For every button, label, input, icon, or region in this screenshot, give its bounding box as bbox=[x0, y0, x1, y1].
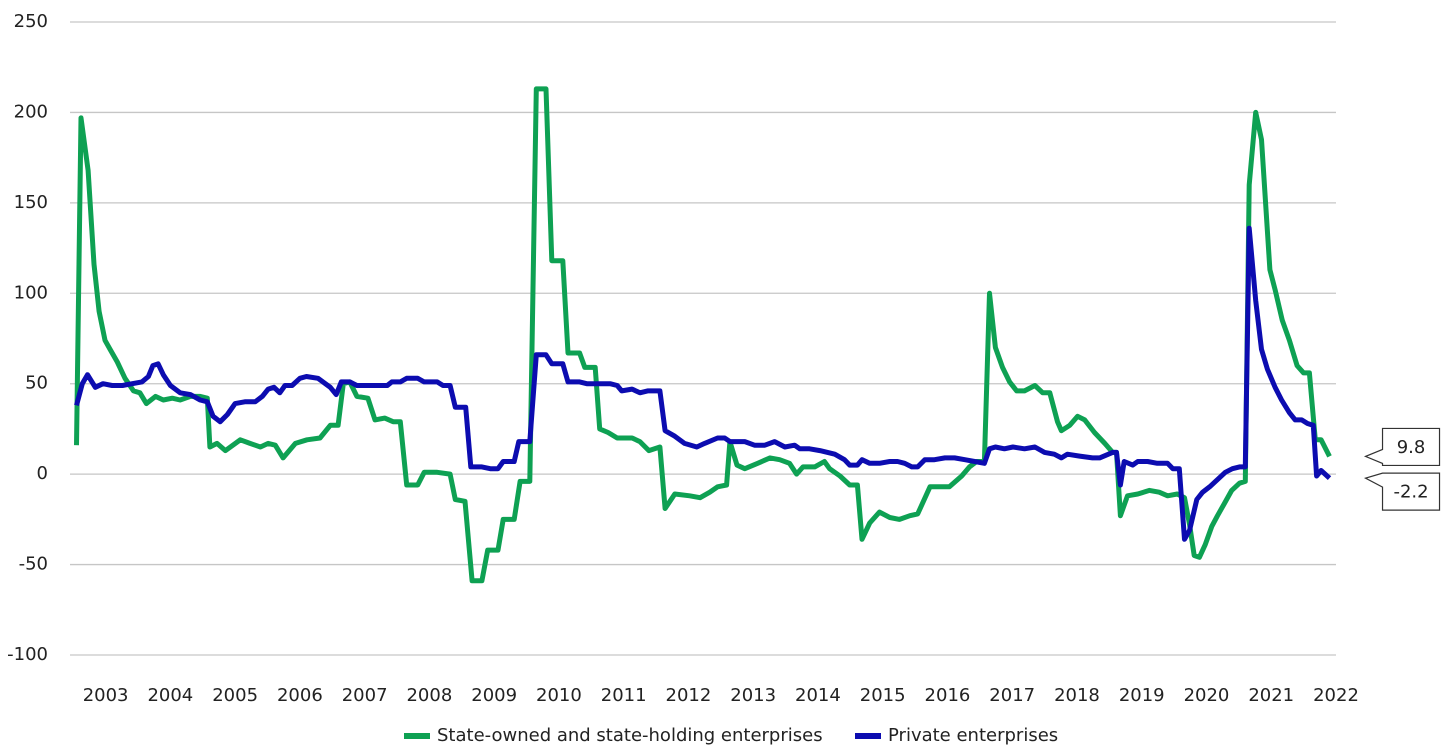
x-tick-label: 2003 bbox=[83, 685, 129, 706]
x-tick-label: 2015 bbox=[860, 685, 906, 706]
y-tick-label: 50 bbox=[25, 373, 48, 394]
callout-box bbox=[1363, 427, 1441, 467]
y-tick-label: 200 bbox=[14, 101, 48, 122]
x-tick-label: 2009 bbox=[471, 685, 517, 706]
x-tick-label: 2016 bbox=[925, 685, 971, 706]
x-tick-label: 2020 bbox=[1184, 685, 1230, 706]
x-tick-label: 2019 bbox=[1119, 685, 1165, 706]
x-tick-label: 2005 bbox=[212, 685, 258, 706]
y-tick-label: -100 bbox=[7, 644, 48, 665]
x-tick-label: 2007 bbox=[342, 685, 388, 706]
y-tick-label: 100 bbox=[14, 282, 48, 303]
y-tick-label: -50 bbox=[19, 554, 48, 575]
series-line bbox=[74, 225, 1332, 542]
callout-box bbox=[1363, 472, 1441, 511]
x-tick-label: 2022 bbox=[1313, 685, 1359, 706]
y-tick-label: 150 bbox=[14, 192, 48, 213]
x-tick-label: 2021 bbox=[1248, 685, 1294, 706]
x-tick-label: 2010 bbox=[536, 685, 582, 706]
x-tick-label: 2012 bbox=[666, 685, 712, 706]
value-label: -2.2 bbox=[1393, 482, 1428, 503]
x-tick-label: 2004 bbox=[147, 685, 193, 706]
x-tick-label: 2014 bbox=[795, 685, 841, 706]
legend-label: Private enterprises bbox=[888, 725, 1058, 746]
series-line bbox=[74, 86, 1332, 584]
x-tick-label: 2013 bbox=[730, 685, 776, 706]
y-tick-label: 250 bbox=[14, 11, 48, 32]
legend-label: State-owned and state-holding enterprise… bbox=[437, 725, 823, 746]
value-label: 9.8 bbox=[1397, 437, 1426, 458]
y-tick-label: 0 bbox=[37, 463, 48, 484]
x-tick-label: 2017 bbox=[989, 685, 1035, 706]
x-tick-label: 2018 bbox=[1054, 685, 1100, 706]
x-tick-label: 2008 bbox=[406, 685, 452, 706]
x-tick-label: 2011 bbox=[601, 685, 647, 706]
x-tick-label: 2006 bbox=[277, 685, 323, 706]
